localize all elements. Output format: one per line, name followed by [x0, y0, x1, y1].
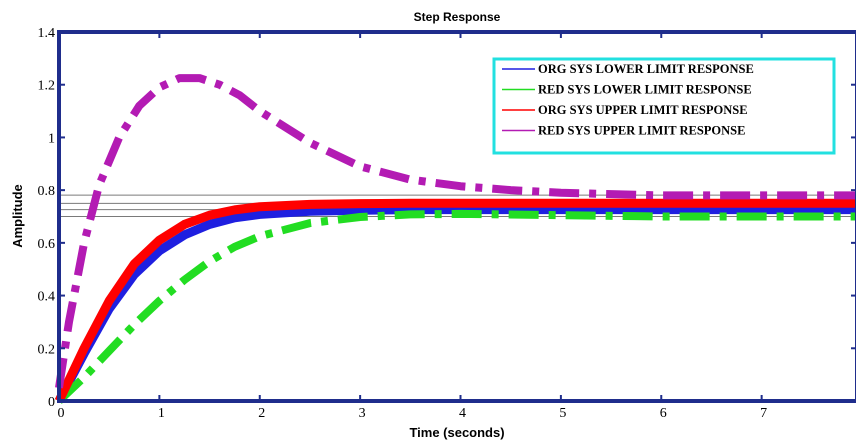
x-axis-label: Time (seconds): [409, 425, 504, 440]
series-line-0: [55, 205, 856, 404]
y-tick-labels: 0 0.2 0.4 0.6 0.8 1 1.2 1.4: [38, 26, 56, 410]
plot-area-frame: [57, 30, 856, 403]
y-tick-label-3: 0.6: [38, 237, 56, 252]
legend: ORG SYS LOWER LIMIT RESPONSE RED SYS LOWE…: [492, 57, 836, 155]
legend-label-1: RED SYS LOWER LIMIT RESPONSE: [538, 83, 752, 97]
y-tick-label-5: 1: [48, 131, 55, 146]
legend-items: ORG SYS LOWER LIMIT RESPONSE RED SYS LOWE…: [502, 62, 754, 138]
y-tick-label-7: 1.4: [38, 26, 56, 41]
legend-box: [492, 57, 836, 155]
x-tick-label-4: 4: [459, 406, 466, 421]
series-layer: [54, 74, 856, 404]
chart-title: Step Response: [414, 10, 501, 24]
legend-label-0: ORG SYS LOWER LIMIT RESPONSE: [538, 62, 754, 76]
y-axis-label: Amplitude: [10, 184, 25, 248]
x-tick-labels: 0 1 2 3 4 5 6 7: [58, 406, 768, 421]
y-tick-label-6: 1.2: [38, 79, 56, 94]
y-tick-label-0: 0: [48, 395, 55, 410]
tick-marks: [58, 31, 856, 402]
legend-label-3: RED SYS UPPER LIMIT RESPONSE: [538, 124, 745, 138]
x-tick-label-6: 6: [660, 406, 667, 421]
x-tick-label-7: 7: [760, 406, 767, 421]
x-tick-label-3: 3: [359, 406, 366, 421]
series-line-2: [54, 198, 856, 403]
x-tick-label-0: 0: [58, 406, 65, 421]
series-line-1: [56, 209, 856, 404]
y-tick-label-4: 0.8: [38, 184, 56, 199]
y-tick-label-1: 0.2: [38, 342, 56, 357]
x-tick-label-1: 1: [158, 406, 165, 421]
y-tick-label-2: 0.4: [38, 290, 56, 305]
legend-label-2: ORG SYS UPPER LIMIT RESPONSE: [538, 103, 748, 117]
x-tick-label-5: 5: [559, 406, 566, 421]
series-line-3: [55, 74, 856, 389]
x-tick-label-2: 2: [258, 406, 265, 421]
